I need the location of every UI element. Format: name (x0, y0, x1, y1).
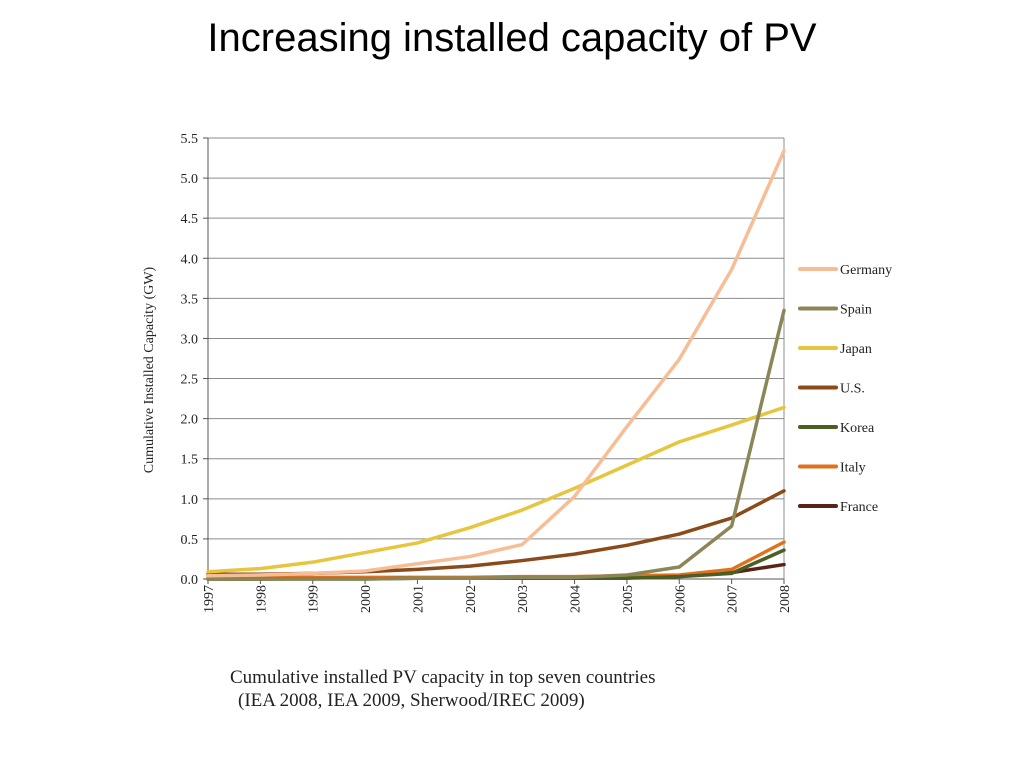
y-tick-label: 1.0 (181, 493, 199, 508)
legend-label: France (840, 500, 878, 515)
x-tick-label: 2008 (778, 585, 793, 613)
series-line-germany (206, 149, 786, 578)
y-tick-label: 5.5 (181, 132, 199, 147)
axes (203, 137, 785, 584)
legend: Germany Spain Japan U.S. Korea Italy France (798, 263, 892, 515)
x-tick-label: 2002 (464, 585, 479, 613)
y-tick-label: 2.0 (181, 413, 199, 428)
series-lines (206, 149, 786, 581)
slide-title: Increasing installed capacity of PV (207, 16, 817, 60)
grid-lines (208, 137, 784, 540)
series-line-japan (206, 405, 786, 574)
x-tick-label: 2006 (673, 585, 688, 613)
y-tick-label: 2.5 (181, 373, 199, 388)
x-tick-label: 2005 (621, 585, 636, 613)
y-tick-label: 3.5 (181, 292, 199, 307)
x-tick-label: 1997 (202, 585, 217, 613)
x-tick-labels: 1997 1998 1999 2000 2001 2002 2003 2004 2005 2006… (202, 585, 793, 613)
y-axis-label: Cumulative Installed Capacity (GW) (142, 266, 157, 473)
series-line-spain (206, 308, 786, 581)
legend-label: U.S. (840, 382, 865, 397)
y-tick-label: 3.0 (181, 332, 199, 347)
x-tick-label: 1998 (254, 585, 269, 613)
x-tick-label: 2004 (569, 585, 584, 613)
legend-label: Spain (840, 303, 872, 318)
x-tick-label: 2000 (359, 585, 374, 613)
x-tick-label: 1999 (307, 585, 322, 613)
y-tick-label: 1.5 (181, 453, 199, 468)
caption-line-2: (IEA 2008, IEA 2009, Sherwood/IREC 2009) (238, 690, 585, 711)
chart-caption: Cumulative installed PV capacity in top … (230, 666, 750, 712)
y-tick-label: 4.5 (181, 212, 199, 227)
y-tick-label: 4.0 (181, 252, 199, 267)
legend-label: Korea (840, 421, 875, 436)
x-tick-label: 2001 (411, 585, 426, 613)
y-tick-label: 0.5 (181, 533, 199, 548)
legend-label: Japan (840, 342, 872, 357)
y-tick-labels: 0.0 0.5 1.0 1.5 2.0 2.5 3.0 3.5 4.0 4.5 5.0 5.5 (181, 132, 199, 588)
legend-label: Germany (840, 263, 892, 278)
x-tick-label: 2003 (516, 585, 531, 613)
x-tick-label: 2007 (726, 585, 741, 613)
legend-label: Italy (840, 461, 866, 476)
y-tick-label: 5.0 (181, 172, 199, 187)
caption-line-1: Cumulative installed PV capacity in top … (230, 667, 656, 688)
y-tick-label: 0.0 (181, 573, 199, 588)
series-line-us (206, 489, 786, 576)
